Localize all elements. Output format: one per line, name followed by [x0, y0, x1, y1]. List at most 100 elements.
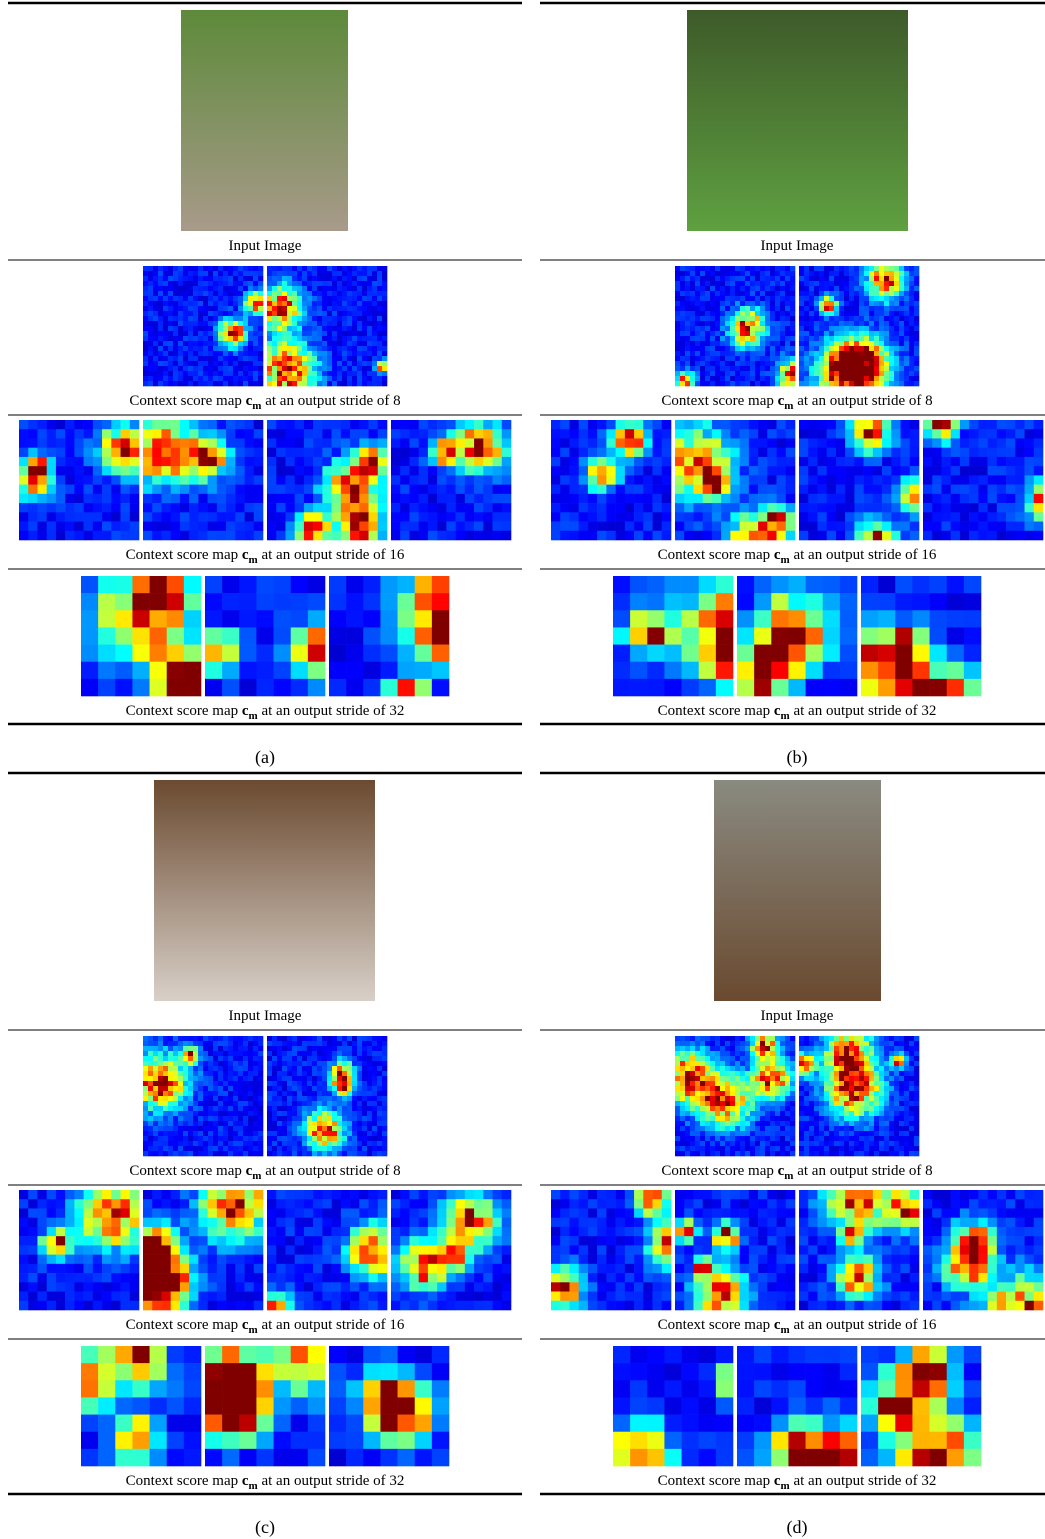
heatmap-cell [864, 296, 869, 301]
heatmap-cell [352, 1081, 357, 1086]
heatmap-cell [969, 466, 979, 476]
heatmap-cell [158, 1136, 163, 1141]
heatmap-cell [332, 371, 337, 376]
heatmap-cell [47, 475, 57, 485]
heatmap-cell [569, 438, 579, 448]
heatmap-cell [780, 286, 785, 291]
heatmap-cell [978, 438, 988, 448]
heatmap-cell [372, 1091, 377, 1096]
heatmap-cell [814, 341, 819, 346]
heatmap-cell [804, 286, 809, 291]
heatmap-cell [238, 301, 243, 306]
heatmap-cell [276, 420, 286, 430]
heatmap-cell [292, 336, 297, 341]
heatmap-cell [864, 381, 869, 386]
heatmap-cell [720, 366, 725, 371]
heatmap-cell [804, 301, 809, 306]
heatmap-cell [804, 281, 809, 286]
heatmap-cell [419, 438, 429, 448]
heatmap-cell [879, 301, 884, 306]
heatmap-cell [238, 281, 243, 286]
heatmap-cell [205, 593, 222, 610]
heatmap-cell [37, 531, 47, 541]
heatmap-cell [804, 336, 809, 341]
heatmap-cell [380, 662, 397, 679]
heatmap-cell [178, 341, 183, 346]
heatmap-cell [808, 429, 818, 439]
heatmap-cell [287, 371, 292, 376]
heatmap-cell [322, 1116, 327, 1121]
heatmap-cell [357, 376, 362, 381]
heatmap-cell [161, 485, 171, 495]
heatmap-cell [947, 679, 964, 696]
heatmap-cell [804, 306, 809, 311]
heatmap-cell [864, 276, 869, 281]
heatmap-cell [829, 321, 834, 326]
heatmap-cell [806, 627, 823, 644]
heatmap-cell [243, 331, 248, 336]
heatmap-cell [342, 1041, 347, 1046]
heatmap-cell [941, 420, 951, 430]
heatmap-cell [785, 271, 790, 276]
heatmap-cell [894, 311, 899, 316]
heatmap-cell [941, 457, 951, 467]
heatmap-cell [664, 593, 681, 610]
heatmap-cell [884, 286, 889, 291]
heatmap-cell [223, 311, 228, 316]
heatmap-cell [740, 512, 750, 522]
heatmap-cell [685, 316, 690, 321]
heatmap-cell [248, 371, 253, 376]
map-caption: Context score map cm at an output stride… [658, 547, 937, 566]
heatmap-cell [322, 1046, 327, 1051]
heatmap-cell [873, 494, 883, 504]
heatmap-cell [891, 475, 901, 485]
heatmap-cell [684, 522, 694, 532]
heatmap-cell [198, 512, 208, 522]
heatmap-cell [765, 316, 770, 321]
heatmap-cell [367, 341, 372, 346]
heatmap-cell [382, 1116, 387, 1121]
heatmap-cell [238, 1136, 243, 1141]
heatmap-cell [111, 429, 121, 439]
heatmap-cell [814, 346, 819, 351]
heatmap-cell [307, 296, 312, 301]
heatmap-cell [760, 316, 765, 321]
heatmap-cell [233, 311, 238, 316]
heatmap-cell [767, 448, 777, 458]
heatmap-cell [285, 429, 295, 439]
heatmap-cell [312, 271, 317, 276]
heatmap-cell [705, 346, 710, 351]
heatmap-cell [382, 1081, 387, 1086]
heatmap-cell [218, 1036, 223, 1041]
heatmap-cell [1025, 475, 1035, 485]
heatmap-cell [588, 503, 598, 513]
heatmap-cell [780, 301, 785, 306]
heatmap-cell [111, 448, 121, 458]
heatmap-cell [951, 429, 961, 439]
heatmap-cell [188, 1066, 193, 1071]
heatmap-cell [287, 306, 292, 311]
heatmap-cell [786, 429, 796, 439]
heatmap-cell [317, 276, 322, 281]
heatmap-cell [307, 1066, 312, 1071]
heatmap-cell [173, 376, 178, 381]
heatmap-cell [770, 296, 775, 301]
heatmap-cell [218, 1041, 223, 1046]
heatmap-cell [884, 346, 889, 351]
heatmap-cell [272, 271, 277, 276]
heatmap-cell [483, 522, 493, 532]
heatmap-cell [964, 576, 981, 593]
heatmap-cell [297, 1116, 302, 1121]
heatmap-cell [163, 1151, 168, 1156]
heatmap-cell [332, 376, 337, 381]
heatmap-cell [419, 457, 429, 467]
heatmap-cell [904, 331, 909, 336]
heatmap-cell [313, 503, 323, 513]
heatmap-cell [337, 326, 342, 331]
input-image [687, 10, 908, 231]
heatmap-cell [372, 356, 377, 361]
heatmap-cell [884, 266, 889, 271]
heatmap-cell [282, 326, 287, 331]
heatmap-cell [322, 1071, 327, 1076]
heatmap-cell [332, 301, 337, 306]
